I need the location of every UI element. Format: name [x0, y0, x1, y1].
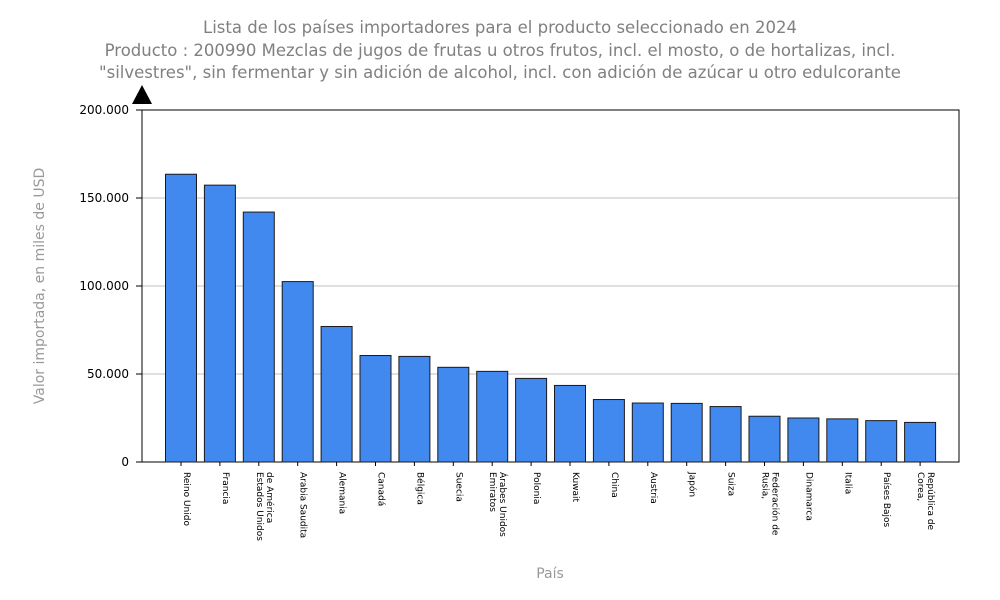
bar-8 — [476, 370, 509, 463]
x-tick-label-16: Dinamarca — [803, 472, 813, 521]
x-tick-label-18: Países Bajos — [881, 472, 891, 528]
gridlines — [142, 197, 959, 375]
y-tick-label-2: 100.000 — [79, 279, 129, 293]
bar-11 — [592, 399, 625, 463]
y-tick-label-3: 150.000 — [79, 191, 129, 205]
bar-6 — [398, 355, 431, 463]
x-tick-label-13: Japón — [687, 471, 698, 497]
x-axis-title: País — [536, 566, 564, 582]
x-tick-label-5-line-0: Canadá — [376, 472, 386, 506]
x-tick-label-2: Estados Unidos de América — [254, 472, 275, 541]
bar-2 — [242, 211, 275, 463]
y-tick-label-0: 0 — [121, 455, 129, 469]
bar-0 — [165, 173, 197, 463]
x-tick-label-17-line-0: Italia — [842, 472, 852, 494]
x-tick-label-18-line-0: Países Bajos — [881, 472, 891, 528]
bar-7 — [437, 366, 470, 463]
bars — [165, 173, 937, 463]
x-tick-label-4: Alemania — [337, 472, 347, 514]
bar-5 — [359, 355, 392, 463]
x-tick-label-1: Francia — [220, 472, 230, 504]
bar-17 — [826, 418, 859, 463]
x-axis-ticks: Reino Unido Francia Estados Unidos de Améri… — [180, 462, 935, 541]
x-tick-label-0: Reino Unido — [181, 472, 191, 526]
x-tick-label-15-line-1: Federación de — [770, 472, 781, 536]
x-tick-label-12: Austria — [648, 472, 658, 504]
x-tick-label-6-line-0: Bélgica — [414, 472, 425, 505]
x-tick-label-7-line-0: Suecia — [453, 472, 463, 502]
x-tick-label-11: China — [609, 472, 619, 498]
x-tick-label-12-line-0: Austria — [648, 472, 658, 504]
x-tick-label-9: Polonia — [531, 472, 541, 504]
x-tick-label-8-line-1: Árabes Unidos — [497, 472, 509, 537]
x-tick-label-15-line-0: Rusia, — [760, 472, 770, 499]
x-tick-label-10-line-0: Kuwait — [570, 472, 580, 503]
x-tick-label-2-line-0: Estados Unidos — [254, 472, 264, 541]
y-tick-label-4: 200.000 — [79, 103, 129, 117]
x-tick-label-11-line-0: China — [609, 472, 619, 498]
y-axis-ticks: 0 50.000 100.000 150.000 200.000 — [79, 103, 142, 469]
bar-12 — [631, 402, 664, 463]
x-tick-label-3-line-0: Arabia Saudita — [298, 472, 308, 538]
x-tick-label-14-line-0: Suiza — [726, 472, 736, 496]
x-tick-label-19-line-1: República de — [925, 472, 935, 531]
bar-16 — [787, 417, 820, 463]
x-tick-label-3: Arabia Saudita — [298, 472, 308, 538]
x-tick-label-5: Canadá — [376, 472, 386, 506]
x-tick-label-0-line-0: Reino Unido — [181, 472, 191, 526]
chart-title-line-2: Producto : 200990 Mezclas de jugos de fr… — [105, 41, 896, 60]
x-tick-label-1-line-0: Francia — [220, 472, 230, 504]
bar-1 — [203, 184, 236, 463]
y-tick-label-1: 50.000 — [87, 367, 129, 381]
bar-14 — [709, 406, 742, 463]
x-tick-label-9-line-0: Polonia — [531, 472, 541, 504]
chart-title-line-1: Lista de los países importadores para el… — [203, 18, 797, 37]
bar-15 — [748, 415, 781, 463]
bar-3 — [281, 281, 314, 463]
bar-10 — [554, 384, 586, 463]
x-tick-label-16-line-0: Dinamarca — [803, 472, 813, 521]
chart-title: Lista de los países importadores para el… — [99, 18, 901, 82]
chart-title-line-3: "silvestres", sin fermentar y sin adició… — [99, 63, 901, 82]
x-tick-label-8: Emiratos Árabes Unidos — [487, 472, 509, 537]
x-tick-label-10: Kuwait — [570, 472, 580, 503]
y-axis-arrow-icon — [132, 85, 152, 104]
bar-18 — [865, 420, 898, 463]
x-tick-label-8-line-0: Emiratos — [487, 472, 497, 512]
x-tick-label-15: Rusia, Federación de — [760, 472, 781, 536]
x-tick-label-19-line-0: Corea, — [915, 472, 925, 501]
bar-19 — [904, 421, 937, 463]
y-axis-title: Valor importada, en miles de USD — [32, 168, 48, 404]
bar-9 — [515, 377, 548, 463]
x-tick-label-19: Corea, República de — [915, 472, 935, 531]
x-tick-label-14: Suiza — [726, 472, 736, 496]
x-tick-label-6: Bélgica — [414, 472, 425, 505]
x-tick-label-13-line-0: Japón — [687, 471, 698, 497]
x-tick-label-17: Italia — [842, 472, 852, 494]
x-tick-label-7: Suecia — [453, 472, 463, 502]
x-tick-label-4-line-0: Alemania — [337, 472, 347, 514]
x-tick-label-2-line-1: de América — [264, 472, 275, 523]
bar-4 — [320, 325, 353, 463]
bar-13 — [670, 402, 703, 463]
